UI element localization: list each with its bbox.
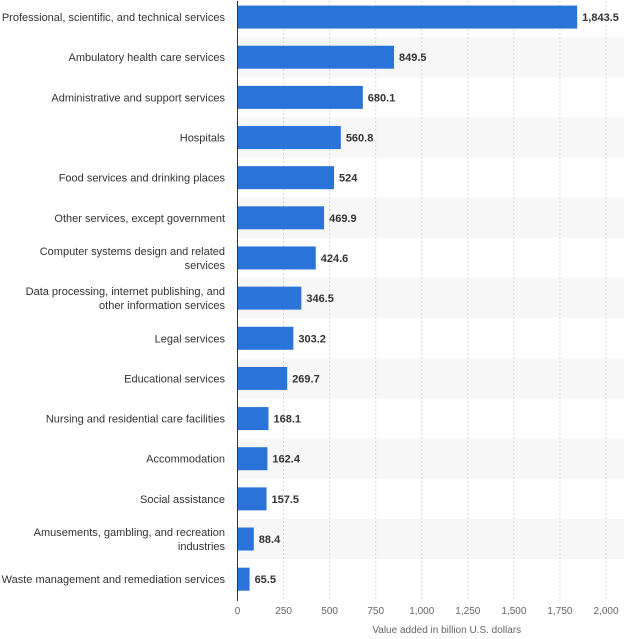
bar	[237, 246, 316, 270]
bar	[237, 326, 294, 350]
bar	[237, 366, 288, 390]
value-label: 88.4	[259, 534, 281, 546]
category-label: Educational services	[124, 373, 225, 385]
x-axis-title: Value added in billion U.S. dollars	[372, 625, 521, 636]
category-label: Accommodation	[146, 454, 225, 466]
category-labels: Professional, scientific, and technical …	[2, 12, 226, 586]
bar	[237, 447, 268, 471]
x-tick-labels: 0 250 500 750 1,000 1,250 1,500 1,750 2,000	[235, 606, 619, 617]
row-band	[237, 518, 624, 560]
bar	[237, 567, 250, 591]
x-tick-label: 0	[235, 606, 241, 617]
value-label: 65.5	[255, 574, 276, 586]
category-label: Hospitals	[180, 133, 226, 145]
value-label: 469.9	[329, 213, 357, 225]
x-tick-label: 2,000	[593, 606, 618, 617]
category-label: Other services, except government	[54, 213, 225, 225]
value-label: 162.4	[272, 454, 300, 466]
bar	[237, 85, 363, 109]
value-label: 424.6	[321, 253, 349, 265]
category-label: Ambulatory health care services	[68, 52, 225, 64]
value-label: 346.5	[306, 293, 334, 305]
bar	[237, 166, 335, 190]
value-label: 524	[339, 173, 358, 185]
x-tick-label: 750	[367, 606, 384, 617]
x-tick-label: 1,000	[409, 606, 434, 617]
category-label: Data processing, internet publishing, an…	[26, 286, 226, 312]
category-label: Computer systems design and related servi…	[40, 246, 226, 272]
x-tick-label: 1,500	[501, 606, 526, 617]
value-label: 269.7	[292, 373, 320, 385]
x-tick-label: 500	[321, 606, 338, 617]
value-labels: 1,843.5 849.5 680.1 560.8 524 469.9 424.6 346.5…	[255, 12, 619, 586]
value-label: 168.1	[273, 414, 301, 426]
value-label: 849.5	[399, 52, 427, 64]
value-label: 157.5	[272, 494, 300, 506]
category-label: Legal services	[155, 333, 226, 345]
bar	[237, 527, 254, 551]
category-label: Administrative and support services	[51, 92, 225, 104]
category-label: Food services and drinking places	[59, 173, 226, 185]
category-label: Professional, scientific, and technical …	[2, 12, 226, 24]
bar	[237, 5, 578, 29]
bar	[237, 487, 267, 511]
bar	[237, 206, 325, 230]
bar	[237, 45, 395, 69]
bar	[237, 407, 269, 431]
value-label: 560.8	[346, 133, 374, 145]
category-label: Social assistance	[140, 494, 225, 506]
x-tick-label: 250	[275, 606, 292, 617]
x-tick-label: 1,750	[547, 606, 572, 617]
bars	[237, 5, 578, 591]
bar	[237, 126, 341, 150]
category-label: Amusements, gambling, and recreation indu…	[34, 527, 226, 553]
value-label: 303.2	[298, 333, 326, 345]
value-label: 1,843.5	[582, 12, 619, 24]
category-label: Waste management and remediation service…	[2, 574, 226, 586]
bar	[237, 286, 302, 310]
value-label: 680.1	[368, 92, 396, 104]
x-tick-label: 1,250	[455, 606, 480, 617]
category-label: Nursing and residential care facilities	[46, 414, 226, 426]
